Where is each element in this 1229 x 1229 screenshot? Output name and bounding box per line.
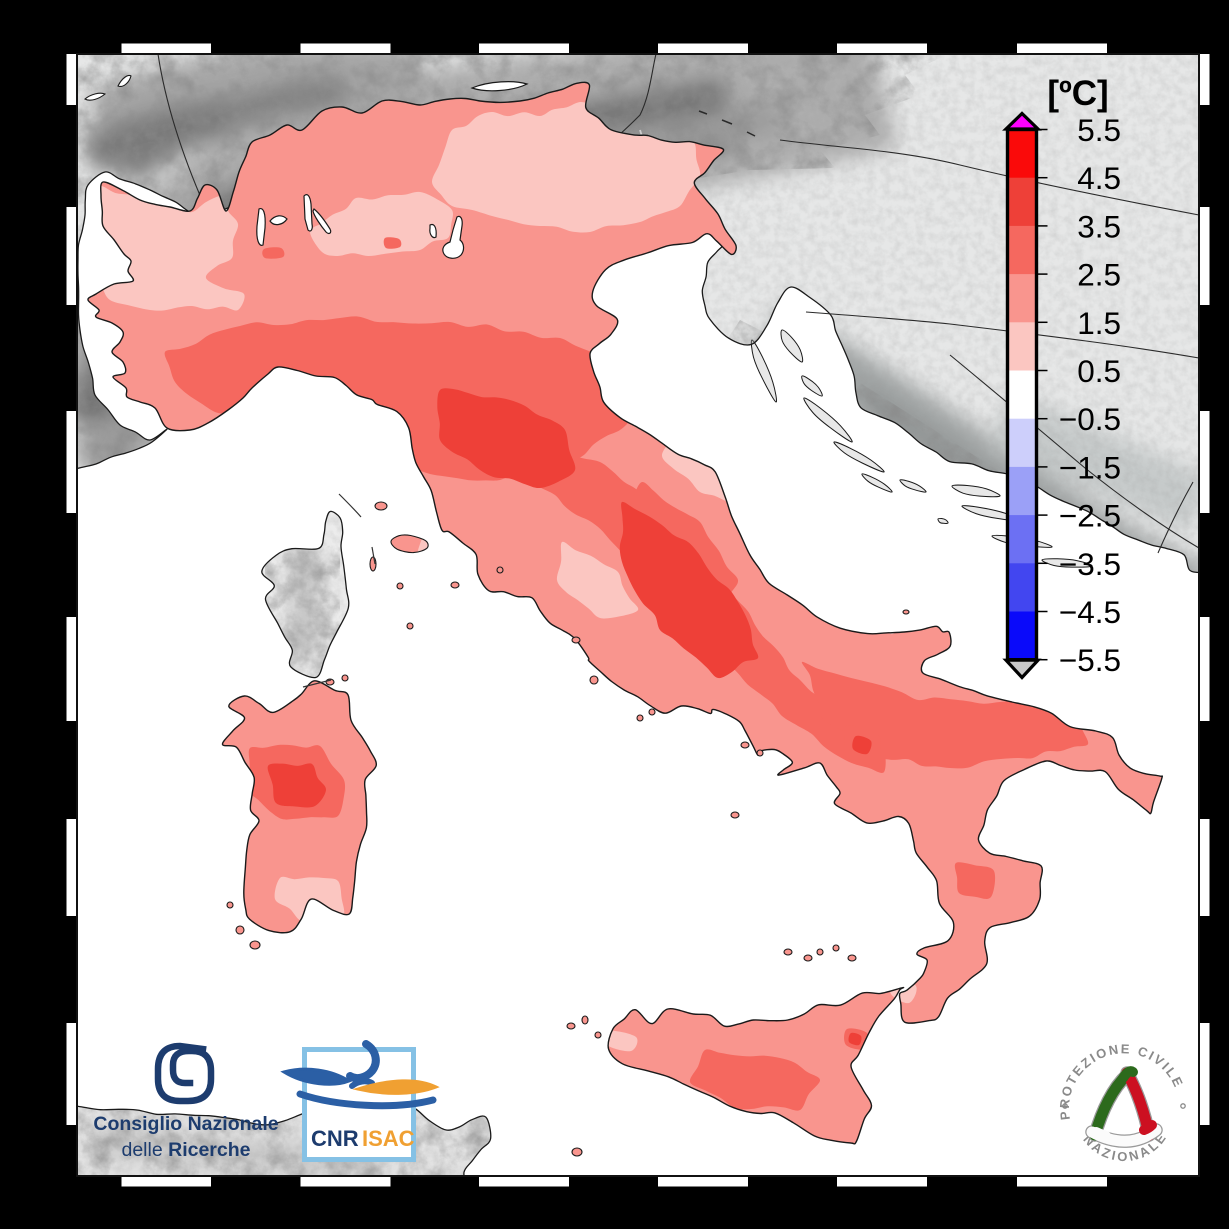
svg-text:Consiglio Nazionale: Consiglio Nazionale bbox=[93, 1113, 278, 1135]
svg-text:ISAC: ISAC bbox=[362, 1126, 415, 1151]
svg-text:−3.5: −3.5 bbox=[1059, 546, 1121, 582]
svg-text:delle Ricerche: delle Ricerche bbox=[121, 1139, 250, 1161]
svg-text:4.5: 4.5 bbox=[1077, 160, 1121, 196]
svg-text:CNR: CNR bbox=[311, 1126, 359, 1151]
svg-text:[ºC]: [ºC] bbox=[1047, 74, 1108, 113]
svg-text:−2.5: −2.5 bbox=[1059, 498, 1121, 534]
svg-text:−0.5: −0.5 bbox=[1059, 401, 1121, 437]
svg-text:5.5: 5.5 bbox=[1077, 112, 1121, 148]
svg-text:−4.5: −4.5 bbox=[1059, 594, 1121, 630]
svg-text:−1.5: −1.5 bbox=[1059, 449, 1121, 485]
svg-text:3.5: 3.5 bbox=[1077, 208, 1121, 244]
svg-text:−5.5: −5.5 bbox=[1059, 642, 1121, 678]
svg-text:1.5: 1.5 bbox=[1077, 305, 1121, 341]
svg-text:2.5: 2.5 bbox=[1077, 257, 1121, 293]
svg-text:0.5: 0.5 bbox=[1077, 353, 1121, 389]
